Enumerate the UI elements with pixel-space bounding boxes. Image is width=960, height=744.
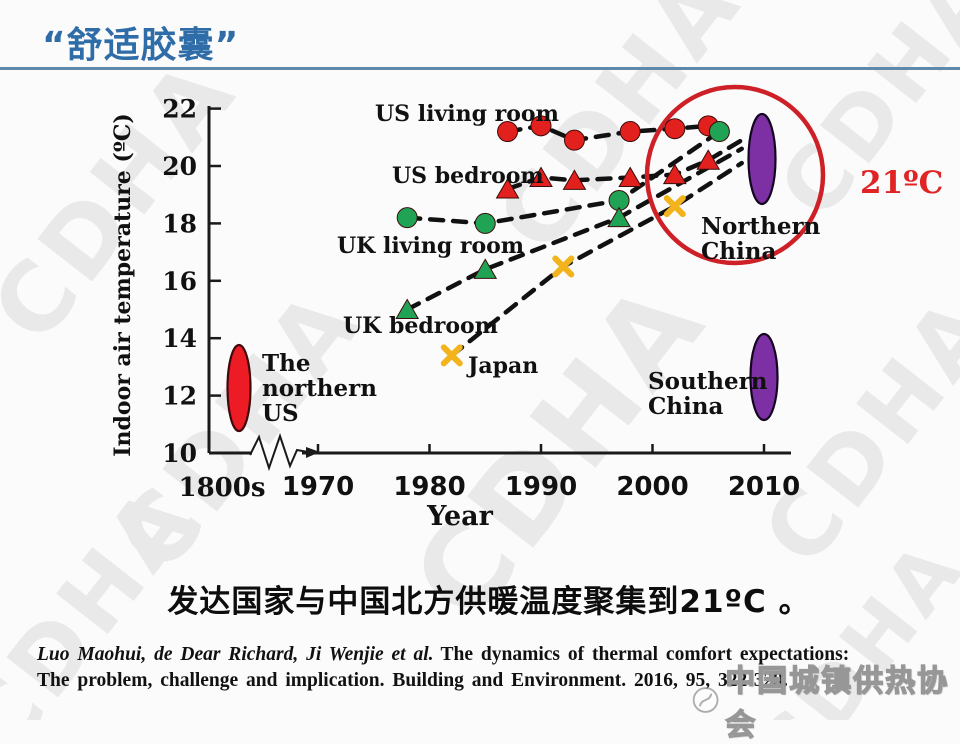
marker-uk-bedroom: [607, 206, 631, 228]
region-label-northern-china: Northern: [701, 213, 821, 240]
marker-us-living-room: [530, 115, 552, 137]
citation-line2: The problem, challenge and implication. …: [37, 670, 788, 691]
marker-us-bedroom: [696, 149, 721, 170]
marker-us-living-room: [497, 121, 519, 143]
x-tick-label: 1970: [282, 472, 354, 502]
summary-text: 发达国家与中国北方供暖温度聚集到21ºC 。: [167, 584, 811, 620]
y-tick-label: 16: [162, 267, 197, 296]
x-tick-label: 2000: [616, 472, 688, 502]
region-label-the-northern-us: The: [262, 350, 310, 377]
marker-uk-bedroom: [473, 258, 498, 279]
header-divider: [0, 67, 960, 70]
marker-us-living-room: [563, 129, 585, 151]
y-tick-label: 20: [162, 152, 197, 181]
y-tick-label: 10: [162, 439, 197, 468]
series-label-us-bedroom: US bedroom: [392, 163, 544, 189]
association-name: 中国城镇供热协会: [725, 663, 950, 743]
association-watermark: 中国城镇供热协会: [690, 656, 960, 744]
region-label-northern-china: China: [701, 238, 776, 265]
marker-us-living-room: [664, 118, 686, 140]
convergence-ring: [644, 84, 826, 266]
x-axis-title: Year: [426, 501, 494, 532]
marker-uk-bedroom: [395, 298, 420, 319]
marker-us-bedroom: [618, 166, 643, 187]
x-tick-label: 1990: [505, 472, 577, 502]
x-tick-label: 2010: [728, 472, 800, 502]
y-tick-label: 22: [162, 95, 197, 124]
x-axis-break: [249, 432, 309, 472]
x-axis-break-arrow: [306, 447, 320, 458]
marker-us-bedroom: [562, 169, 587, 190]
marker-uk-living-room: [396, 207, 418, 229]
series-line-japan: [449, 160, 744, 358]
series-label-us-living-room: US living room: [375, 101, 559, 127]
marker-japan: [440, 344, 463, 367]
region-label-the-northern-us: US: [262, 400, 299, 427]
citation-title: The dynamics of thermal comfort expectat…: [440, 644, 850, 665]
marker-japan: [663, 195, 686, 218]
region-label-southern-china: China: [648, 393, 723, 420]
region-ellipse-northern-china: [747, 112, 777, 206]
x-axis-break-label: 1800s: [178, 473, 265, 503]
marker-uk-living-room: [474, 212, 496, 234]
region-ellipse-southern-china: [749, 332, 779, 422]
marker-us-bedroom: [529, 166, 553, 187]
region-label-southern-china: Southern: [648, 368, 768, 395]
x-tick-label: 1980: [393, 472, 465, 502]
citation: Luo Maohui, de Dear Richard, Ji Wenjie e…: [37, 642, 917, 694]
indoor-temperature-chart: 22 20 18 16 14 12 10 1970 1980 1990 2000 2010 1800s Y…: [110, 84, 943, 532]
series-label-uk-bedroom: UK bedroom: [343, 313, 498, 339]
temp-21c-label: 21ºC: [860, 165, 943, 201]
association-logo-icon: [692, 687, 719, 713]
marker-us-bedroom: [662, 163, 687, 185]
region-label-the-northern-us: northern: [262, 375, 377, 402]
citation-line1: Luo Maohui, de Dear Richard, Ji Wenjie e…: [37, 642, 917, 668]
region-ellipse-the-northern-us: [226, 343, 252, 433]
citation-authors: Luo Maohui, de Dear Richard, Ji Wenjie e…: [37, 644, 434, 665]
y-tick-label: 12: [162, 382, 197, 411]
y-axis-title: Indoor air temperature (ºC): [110, 113, 136, 457]
marker-japan: [552, 255, 575, 278]
y-tick-label: 14: [162, 324, 197, 353]
marker-us-bedroom: [495, 177, 520, 199]
series-label-uk-living-room: UK living room: [337, 233, 524, 259]
y-tick-label: 18: [162, 209, 197, 238]
marker-us-living-room: [619, 121, 641, 143]
marker-uk-living-room: [708, 121, 730, 143]
series-label-japan: Japan: [466, 353, 538, 379]
slide-title: “舒适胶囊”: [42, 25, 240, 66]
series-line-uk-living-room: [404, 129, 722, 226]
